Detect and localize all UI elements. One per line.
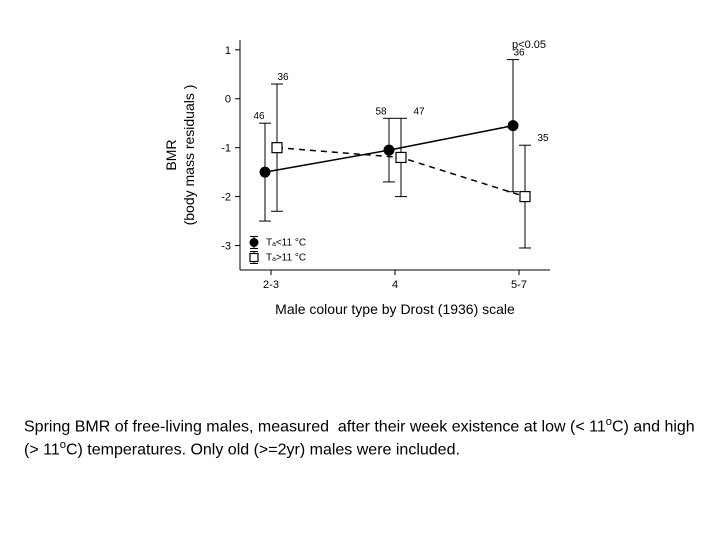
- svg-text:Tₐ>11 °C: Tₐ>11 °C: [266, 253, 306, 264]
- svg-text:5-7: 5-7: [511, 279, 527, 291]
- figure-caption: Spring BMR of free-living males, measure…: [24, 415, 696, 461]
- bmr-chart: -3 -2 -1 0 1 2-3 4 5-7 BMR(body mass residuals )…: [160, 30, 560, 330]
- svg-text:36: 36: [513, 48, 525, 59]
- svg-text:0: 0: [225, 94, 231, 106]
- svg-text:Male colour type by Drost (193: Male colour type by Drost (1936) scale: [275, 301, 515, 317]
- svg-text:BMR: BMR: [163, 139, 179, 170]
- svg-text:36: 36: [277, 72, 289, 83]
- svg-text:46: 46: [253, 111, 265, 122]
- svg-text:35: 35: [537, 133, 549, 144]
- svg-text:-3: -3: [221, 241, 231, 253]
- svg-text:4: 4: [392, 279, 398, 291]
- svg-text:1: 1: [225, 45, 231, 57]
- svg-text:47: 47: [413, 106, 425, 117]
- svg-text:58: 58: [375, 106, 387, 117]
- svg-text:2-3: 2-3: [263, 279, 279, 291]
- svg-text:Tₐ<11 °C: Tₐ<11 °C: [266, 238, 306, 249]
- svg-text:-1: -1: [221, 143, 231, 155]
- svg-text:(body mass residuals ): (body mass residuals ): [181, 85, 197, 226]
- svg-text:-2: -2: [221, 192, 231, 204]
